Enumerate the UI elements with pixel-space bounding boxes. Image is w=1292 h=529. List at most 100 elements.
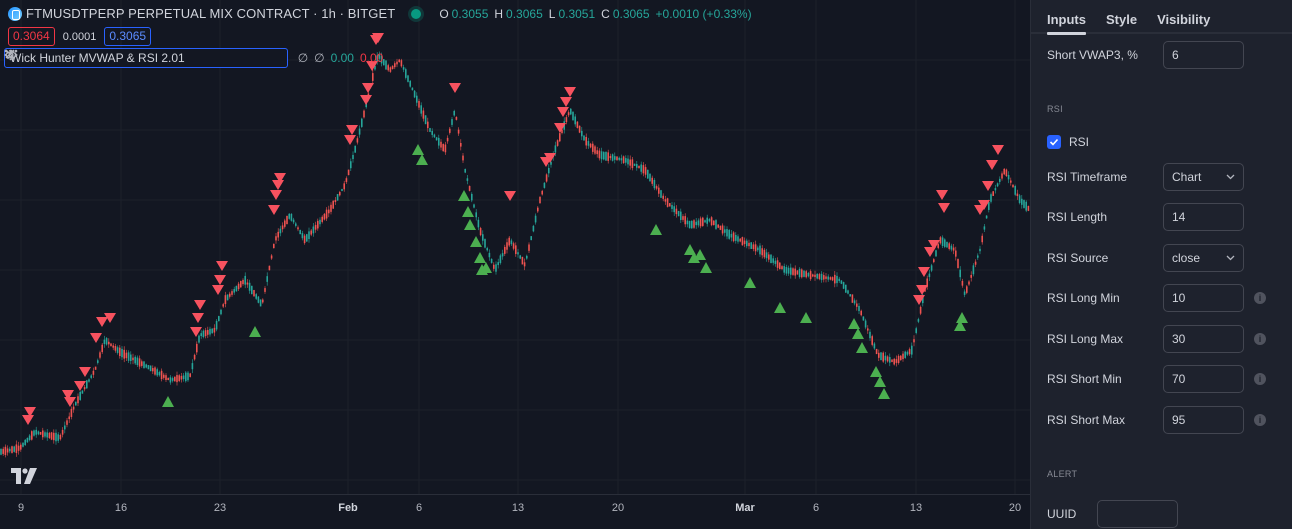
sell-signal-marker (924, 247, 936, 257)
rsi-long-max-input[interactable]: 30 (1163, 325, 1244, 353)
alert-section-header: ALERT (1047, 469, 1078, 479)
rsi-checkbox-row[interactable]: RSI (1047, 135, 1089, 149)
close-icon[interactable] (5, 49, 257, 65)
buy-signal-marker (684, 244, 696, 255)
ohlc-high: 0.3065 (506, 6, 543, 21)
indicator-value-2: ∅ (314, 51, 325, 65)
sell-signal-marker (936, 190, 948, 200)
sell-signal-marker (216, 261, 228, 271)
rsi-timeframe-value: Chart (1172, 170, 1202, 184)
buy-signal-marker (744, 277, 756, 288)
sell-signal-marker (90, 333, 102, 343)
rsi-checkbox[interactable] (1047, 135, 1061, 149)
rsi-section-header: RSI (1047, 104, 1063, 114)
short-vwap3-input[interactable]: 6 (1163, 41, 1244, 69)
rsi-long-max-label: RSI Long Max (1047, 332, 1124, 346)
candlestick-series (0, 51, 1030, 458)
buy-signal-marker (848, 318, 860, 329)
indicator-value-3: 0.00 (330, 51, 354, 65)
sell-signal-marker (938, 203, 950, 213)
ohlc-high-key: H (494, 6, 504, 21)
rsi-source-row: RSI Source close (1047, 244, 1244, 272)
sell-signal-marker (344, 135, 356, 145)
symbol-logo-icon (8, 6, 22, 21)
indicator-legend-box[interactable]: Wick Hunter MVWAP & RSI 2.01 (4, 48, 288, 68)
rsi-checkbox-label[interactable]: RSI (1069, 135, 1090, 149)
sell-signal-marker (916, 285, 928, 295)
sell-signal-marker (64, 397, 76, 407)
sell-signal-marker (104, 313, 116, 323)
info-icon[interactable]: i (1254, 373, 1266, 385)
rsi-long-max-row: RSI Long Max 30 i (1047, 325, 1277, 353)
chart-canvas[interactable] (0, 0, 1030, 494)
time-axis[interactable]: 9 16 23 Feb 6 13 20 Mar 6 13 20 (0, 494, 1030, 529)
rsi-timeframe-label: RSI Timeframe (1047, 170, 1128, 184)
sell-signal-marker (192, 313, 204, 323)
buy-signal-marker (956, 312, 968, 323)
buy-signal-marker (474, 252, 486, 263)
buy-signal-marker (688, 252, 700, 263)
buy-price-button[interactable]: 0.3065 (104, 27, 152, 46)
tab-style[interactable]: Style (1106, 12, 1138, 27)
symbol-title[interactable]: FTMUSDTPERP PERPETUAL MIX CONTRACT · 1h … (26, 6, 396, 21)
eye-icon[interactable] (4, 51, 209, 65)
sell-price-button[interactable]: 0.3064 (8, 27, 55, 46)
sell-signal-marker (62, 390, 74, 400)
signal-markers (22, 33, 1004, 425)
rsi-long-min-input[interactable]: 10 (1163, 284, 1244, 312)
time-axis-tick: 9 (17, 502, 25, 514)
time-axis-tick: 6 (812, 502, 820, 514)
indicator-name[interactable]: Wick Hunter MVWAP & RSI 2.01 (10, 51, 185, 65)
rsi-source-value: close (1172, 251, 1201, 265)
spread-value: 0.0001 (62, 30, 97, 43)
rsi-short-min-label: RSI Short Min (1047, 372, 1122, 386)
market-status-icon[interactable] (411, 8, 422, 19)
info-icon[interactable]: i (1254, 292, 1266, 304)
sell-signal-marker (986, 160, 998, 170)
tab-visibility[interactable]: Visibility (1157, 12, 1211, 27)
chevron-down-icon (1226, 253, 1235, 263)
sell-signal-marker (564, 87, 576, 97)
buy-signal-marker (162, 396, 174, 407)
indicator-legend: Wick Hunter MVWAP & RSI 2.01 ∅ ∅ 0.00 0.… (4, 48, 383, 68)
sell-signal-marker (372, 33, 384, 43)
short-vwap3-row: Short VWAP3, % 6 (1047, 41, 1244, 69)
rsi-short-min-input[interactable]: 70 (1163, 365, 1244, 393)
info-icon[interactable]: i (1254, 333, 1266, 345)
sell-signal-marker (449, 83, 461, 93)
rsi-short-max-row: RSI Short Max 95 i (1047, 406, 1277, 434)
price-chart[interactable]: FTMUSDTPERP PERPETUAL MIX CONTRACT · 1h … (0, 0, 1030, 529)
sell-signal-marker (194, 300, 206, 310)
sell-signal-marker (982, 181, 994, 191)
buy-signal-marker (700, 262, 712, 273)
sell-signal-marker (928, 240, 940, 250)
rsi-length-input[interactable]: 14 (1163, 203, 1244, 231)
rsi-long-min-label: RSI Long Min (1047, 291, 1120, 305)
info-icon[interactable]: i (1254, 414, 1266, 426)
buy-signal-marker (470, 236, 482, 247)
indicator-settings-panel: Inputs Style Visibility Short VWAP3, % 6… (1030, 0, 1292, 529)
rsi-source-select[interactable]: close (1163, 244, 1244, 272)
uuid-label: UUID (1047, 507, 1077, 521)
ohlc-change: +0.0010 (+0.33%) (655, 6, 752, 21)
chart-grid (0, 0, 1030, 494)
buy-signal-marker (458, 190, 470, 201)
more-options-icon[interactable] (4, 49, 281, 65)
indicator-values: ∅ ∅ 0.00 0.00 (298, 51, 384, 65)
uuid-input[interactable] (1097, 500, 1178, 528)
buy-signal-marker (774, 302, 786, 313)
sell-signal-marker (268, 205, 280, 215)
sell-signal-marker (79, 367, 91, 377)
rsi-length-row: RSI Length 14 (1047, 203, 1244, 231)
rsi-length-label: RSI Length (1047, 210, 1108, 224)
settings-gear-icon[interactable] (5, 49, 233, 65)
rsi-timeframe-select[interactable]: Chart (1163, 163, 1244, 191)
buy-signal-marker (249, 326, 261, 337)
buy-signal-marker (878, 388, 890, 399)
rsi-short-max-input[interactable]: 95 (1163, 406, 1244, 434)
buy-signal-marker (416, 154, 428, 165)
sell-signal-marker (554, 123, 566, 133)
tab-inputs[interactable]: Inputs (1047, 0, 1086, 35)
rsi-short-min-row: RSI Short Min 70 i (1047, 365, 1277, 393)
sell-signal-marker (214, 275, 226, 285)
